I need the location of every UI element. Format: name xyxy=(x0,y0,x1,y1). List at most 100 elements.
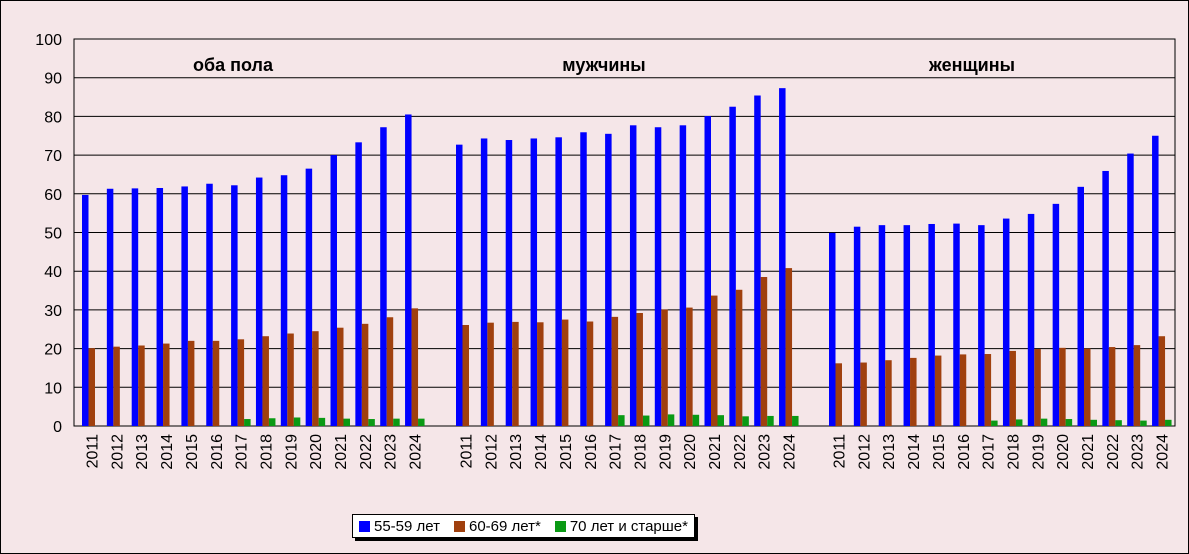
bar-55-59-2021 xyxy=(1077,186,1084,426)
bar-55-59-2017 xyxy=(605,133,612,426)
bar-70+-2021 xyxy=(343,418,350,426)
bar-60-69-2018 xyxy=(636,312,643,426)
x-tick-label: 2017 xyxy=(608,434,625,470)
bar-60-69-2020 xyxy=(312,331,319,426)
legend-swatch-60-69 xyxy=(454,520,465,532)
bar-60-69-2015 xyxy=(934,355,942,426)
bar-70+-2019 xyxy=(293,417,301,426)
legend-swatch-70-plus xyxy=(554,520,566,532)
x-tick-label: 2021 xyxy=(333,434,350,470)
bar-70+-2024 xyxy=(418,418,425,426)
legend-label-60-69: 60-69 лет* xyxy=(469,517,541,535)
bar-70+-2020 xyxy=(1065,419,1073,426)
bar-60-69-2011 xyxy=(462,324,469,426)
bar-60-69-2014 xyxy=(537,322,544,426)
bar-60-69-2014 xyxy=(910,357,917,426)
bar-70+-2022 xyxy=(368,419,375,426)
bar-60-69-2013 xyxy=(512,321,519,426)
x-tick-label: 2015 xyxy=(931,434,948,470)
y-tick-label: 10 xyxy=(44,380,62,397)
x-tick-label: 2013 xyxy=(134,434,151,470)
labels-layer: 0 10 20 30 40 50 60 70 80 90 100 оба пола 2011 2012 20… xyxy=(35,32,1171,470)
y-tick-label: 100 xyxy=(35,32,62,49)
x-tick-label: 2021 xyxy=(707,434,724,470)
bar-60-69-2022 xyxy=(361,323,369,426)
x-tick-label: 2014 xyxy=(159,434,176,470)
y-tick-label: 0 xyxy=(53,419,62,436)
x-tick-label: 2016 xyxy=(956,434,973,470)
bar-60-69-2021 xyxy=(1084,348,1091,426)
bar-60-69-2017 xyxy=(984,354,992,426)
bar-55-59-2016 xyxy=(206,183,213,426)
bar-60-69-2024 xyxy=(411,308,419,426)
bar-60-69-2014 xyxy=(163,343,170,426)
bar-70+-2017 xyxy=(244,419,251,426)
x-tick-label: 2023 xyxy=(757,434,774,470)
bar-60-69-2016 xyxy=(586,321,594,426)
bar-55-59-2021 xyxy=(704,116,711,426)
bar-55-59-2015 xyxy=(928,223,935,426)
group-title: женщины xyxy=(928,55,1015,75)
bar-60-69-2021 xyxy=(337,327,344,426)
bar-70+-2022 xyxy=(742,416,749,426)
x-tick-label: 2020 xyxy=(682,434,699,470)
bar-55-59-2023 xyxy=(380,127,387,427)
y-tick-label: 70 xyxy=(44,148,62,165)
bar-60-69-2022 xyxy=(1108,347,1116,426)
x-tick-label: 2012 xyxy=(109,434,126,470)
bar-60-69-2011 xyxy=(835,363,842,426)
bar-60-69-2019 xyxy=(661,309,668,426)
bar-70+-2018 xyxy=(1015,419,1023,426)
y-tick-label: 80 xyxy=(44,109,62,126)
x-tick-label: 2012 xyxy=(483,434,500,470)
x-tick-label: 2017 xyxy=(981,434,998,470)
x-tick-label: 2015 xyxy=(184,434,201,470)
bar-55-59-2019 xyxy=(280,175,288,426)
x-tick-label: 2022 xyxy=(732,434,749,470)
x-tick-label: 2017 xyxy=(234,434,251,470)
bar-55-59-2021 xyxy=(330,155,337,426)
bar-60-69-2016 xyxy=(959,354,967,426)
bar-70+-2019 xyxy=(1040,418,1048,426)
bar-55-59-2020 xyxy=(1052,203,1060,426)
legend-item-60-69: 60-69 лет* xyxy=(454,518,541,535)
x-tick-label: 2018 xyxy=(258,434,275,470)
group-title: мужчины xyxy=(562,55,645,75)
bar-55-59-2018 xyxy=(1002,218,1010,426)
bar-55-59-2016 xyxy=(580,132,587,426)
bar-70+-2020 xyxy=(692,414,700,426)
bar-55-59-2017 xyxy=(978,225,985,426)
x-tick-label: 2022 xyxy=(358,434,375,470)
bar-55-59-2022 xyxy=(1102,170,1109,426)
x-tick-label: 2012 xyxy=(856,434,873,470)
bar-70+-2023 xyxy=(393,418,400,426)
bar-60-69-2011 xyxy=(88,348,95,426)
group-title: оба пола xyxy=(193,55,274,75)
bar-60-69-2023 xyxy=(1133,345,1141,426)
y-tick-label: 40 xyxy=(44,264,62,281)
bar-55-59-2015 xyxy=(555,137,562,426)
x-tick-label: 2016 xyxy=(209,434,226,470)
x-tick-label: 2022 xyxy=(1105,434,1122,470)
bar-70+-2021 xyxy=(1090,419,1097,426)
x-tick-label: 2013 xyxy=(881,434,898,470)
bar-70+-2023 xyxy=(1140,420,1147,426)
x-tick-label: 2015 xyxy=(558,434,575,470)
bar-55-59-2022 xyxy=(729,106,736,426)
bar-70+-2023 xyxy=(767,415,774,426)
bar-55-59-2013 xyxy=(878,225,886,426)
bar-55-59-2019 xyxy=(1027,213,1035,426)
bar-55-59-2014 xyxy=(530,138,538,427)
x-tick-label: 2024 xyxy=(1155,434,1172,470)
bar-60-69-2012 xyxy=(113,346,120,426)
bar-60-69-2020 xyxy=(1059,347,1066,426)
y-tick-label: 20 xyxy=(44,342,62,359)
bar-55-59-2020 xyxy=(305,168,313,426)
bar-55-59-2011 xyxy=(829,232,836,426)
x-tick-label: 2014 xyxy=(906,434,923,470)
bar-55-59-2014 xyxy=(903,225,911,426)
y-tick-label: 30 xyxy=(44,303,62,320)
legend-label-55-59: 55-59 лет xyxy=(374,517,440,535)
bar-60-69-2020 xyxy=(686,307,693,426)
